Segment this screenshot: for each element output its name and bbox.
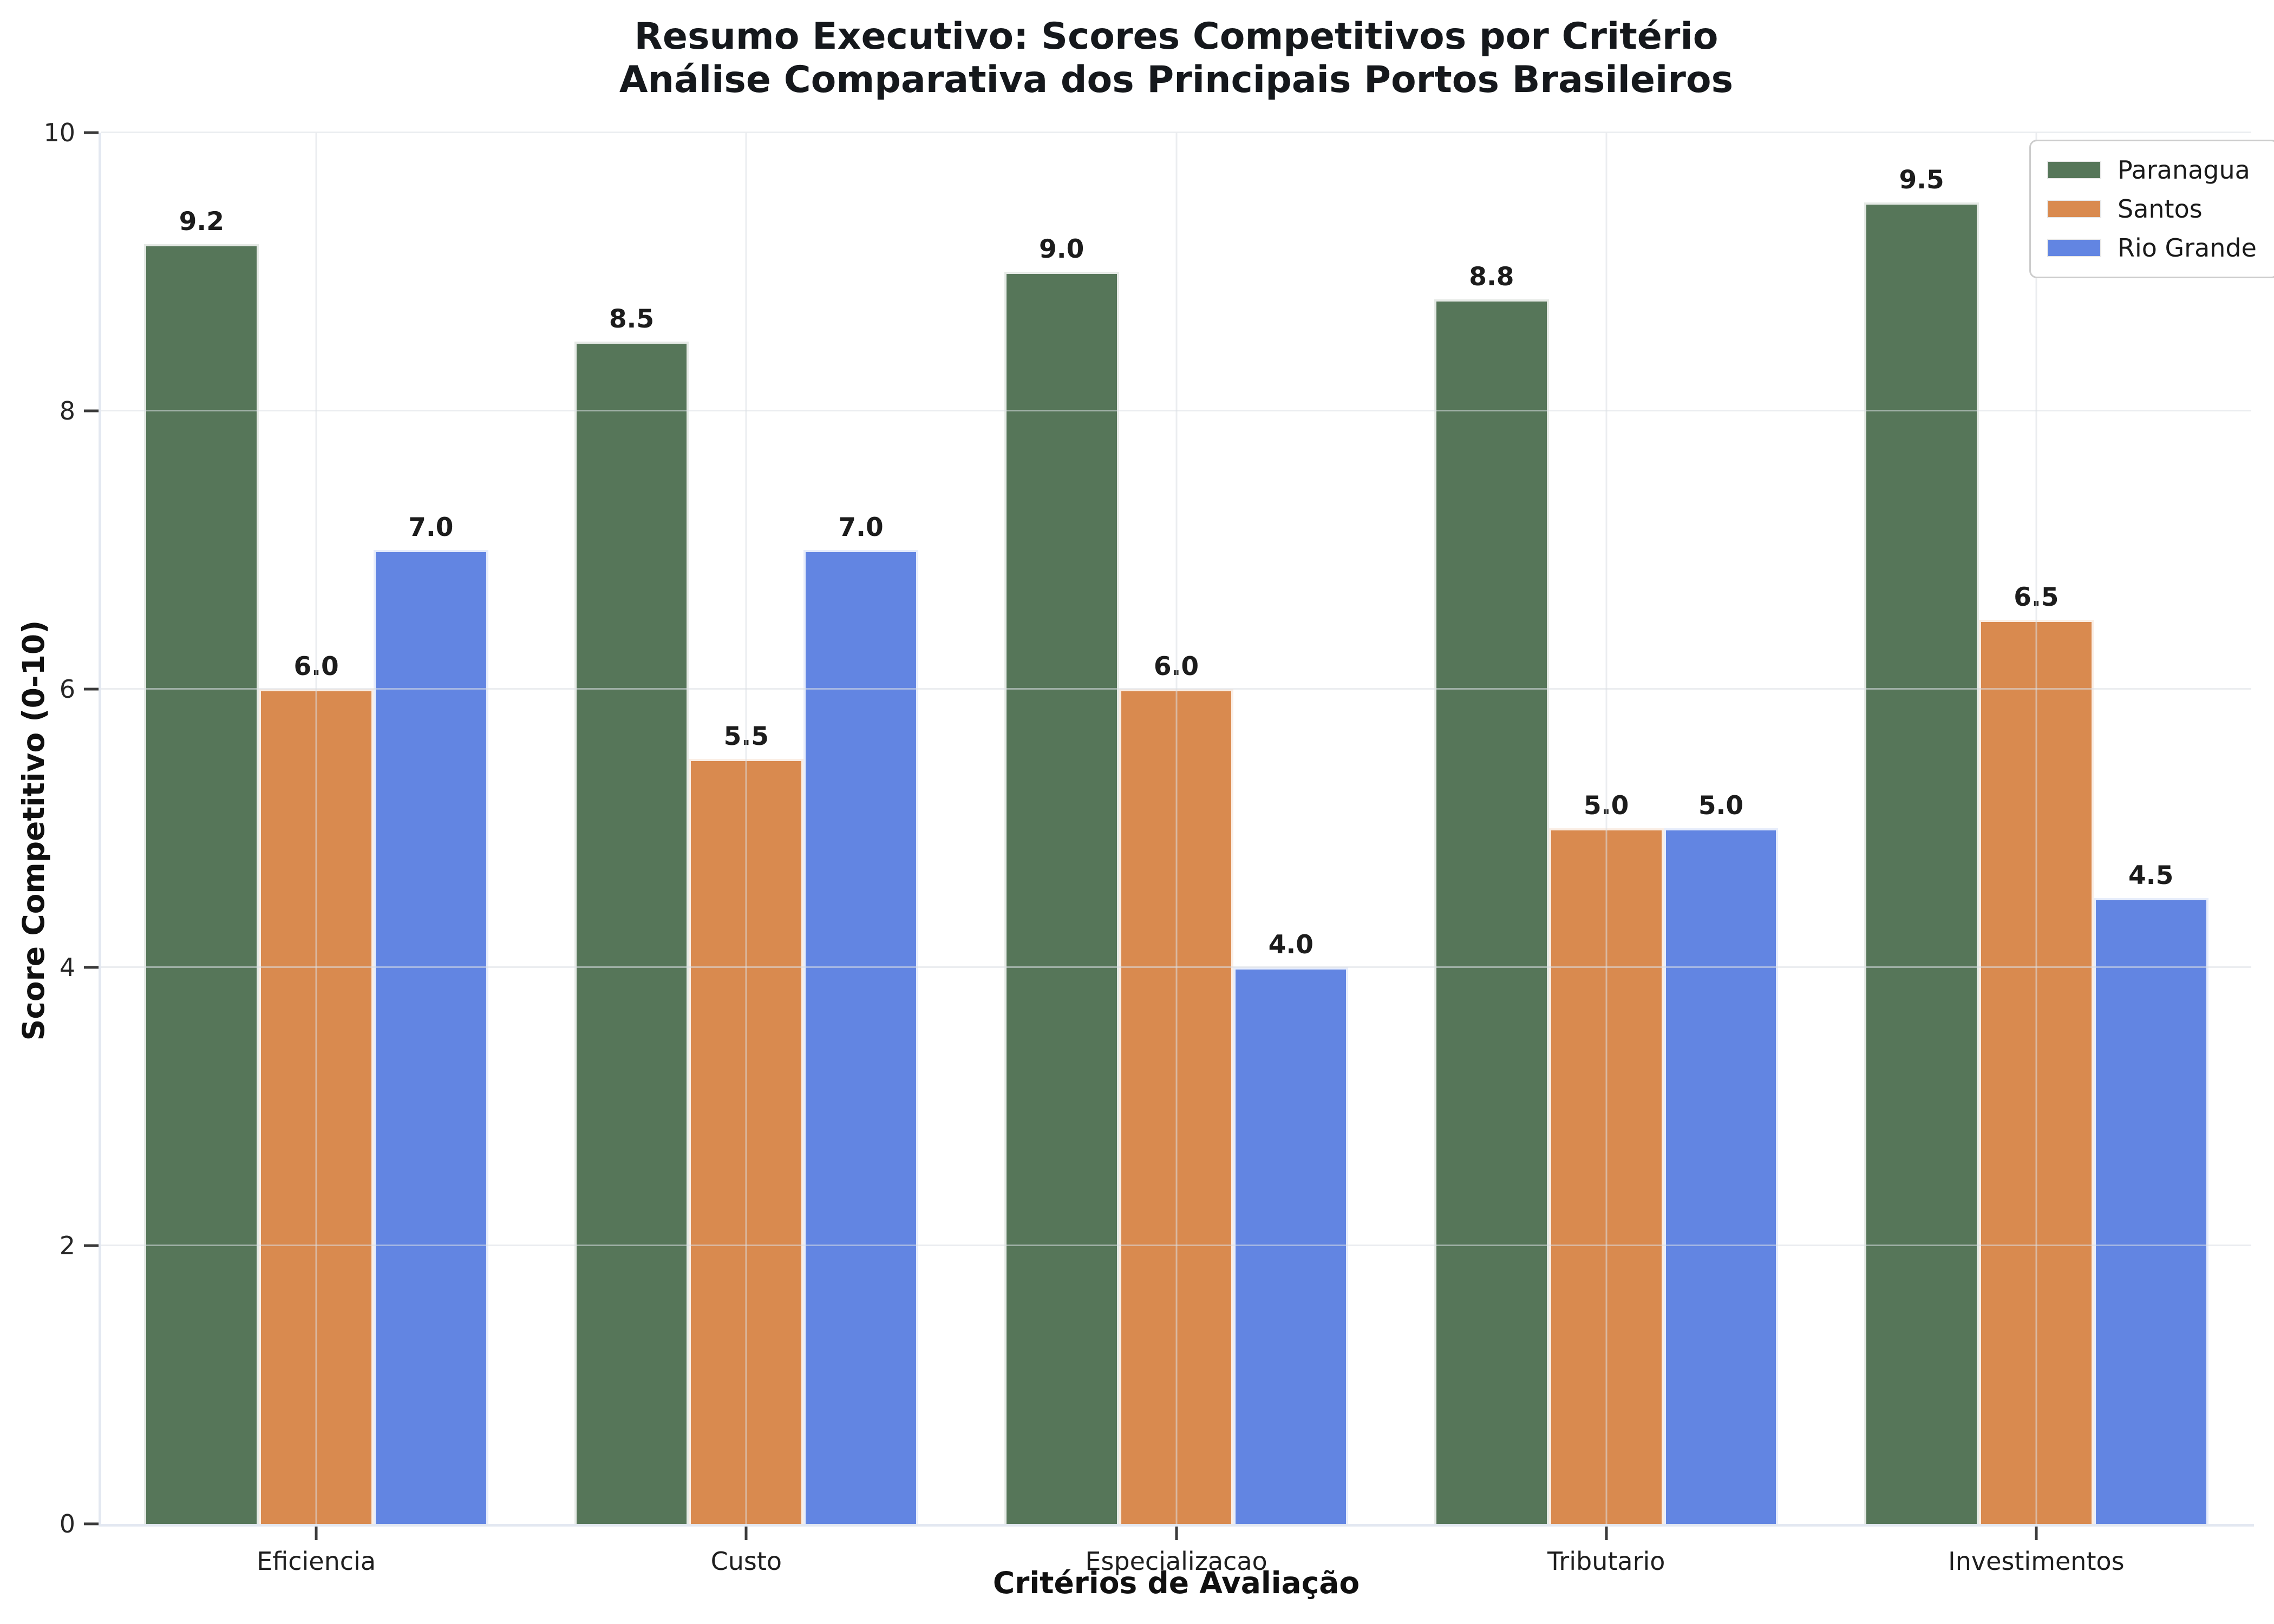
bar-value-label: 5.5: [723, 721, 769, 751]
x-tick-label: Investimentos: [1948, 1547, 2125, 1576]
bar-value-label: 9.0: [1039, 234, 1084, 264]
bar-paranagua: 9.5: [1864, 165, 1979, 1524]
bar-value-label: 6.0: [1153, 652, 1199, 682]
x-tick-mark: [1175, 1527, 1178, 1540]
y-tick-label: 10: [43, 118, 75, 147]
y-tick-label: 0: [59, 1509, 75, 1538]
bar-value-label: 6.0: [293, 652, 339, 682]
x-axis-spine: [99, 1524, 2254, 1527]
bar-group: 9.5 6.5 4.5: [1821, 133, 2251, 1524]
y-axis-spine: [99, 133, 101, 1524]
bar-rio-grande: 5.0: [1663, 791, 1779, 1524]
y-tick-label: 2: [59, 1231, 75, 1260]
x-tick-label: Eficiencia: [257, 1547, 376, 1576]
legend-swatch: [2047, 239, 2101, 257]
bar-santos: 6.5: [1978, 582, 2094, 1524]
bar-value-label: 4.0: [1268, 930, 1314, 960]
x-tick-label: Tributario: [1547, 1547, 1665, 1576]
chart-title: Resumo Executivo: Scores Competitivos po…: [101, 15, 2251, 102]
legend-item-rio-grande: Rio Grande: [2047, 233, 2257, 263]
bar-value-label: 7.0: [838, 513, 884, 542]
bar-value-label: 5.0: [1698, 791, 1744, 821]
x-tick-mark: [1605, 1527, 1608, 1540]
bar-paranagua: 8.8: [1434, 262, 1549, 1524]
bar-rio-grande: 4.0: [1233, 930, 1349, 1524]
plot-area: 0 2 4 6 8 10 9.2 6.0 7.0 Eficiencia 8.5 5.5 7.0 Custo…: [43, 118, 2254, 1576]
bar-value-label: 7.0: [408, 513, 454, 542]
x-axis-title: Critérios de Avaliação: [992, 1566, 1360, 1600]
bar-value-label: 8.8: [1469, 262, 1514, 292]
y-tick-mark: [84, 1244, 99, 1247]
bar-value-label: 6.5: [2014, 582, 2059, 612]
x-tick-mark: [2035, 1527, 2038, 1540]
bar-santos: 5.0: [1548, 791, 1664, 1524]
legend-label: Rio Grande: [2118, 233, 2257, 263]
bar-group: 8.5 5.5 7.0: [531, 133, 961, 1524]
legend: Paranagua Santos Rio Grande: [2029, 140, 2274, 278]
bar-value-label: 9.2: [179, 206, 224, 237]
bar-paranagua: 9.2: [144, 207, 259, 1524]
y-tick-label: 4: [59, 953, 75, 982]
bar-group: 9.0 6.0 4.0: [961, 133, 1391, 1524]
y-tick-mark: [84, 966, 99, 969]
y-tick-label: 8: [59, 396, 75, 425]
bar-paranagua: 9.0: [1004, 234, 1119, 1524]
legend-item-santos: Santos: [2047, 194, 2257, 224]
bar-paranagua: 8.5: [574, 304, 689, 1524]
legend-swatch: [2047, 161, 2101, 179]
x-tick-mark: [744, 1527, 748, 1540]
bar-rio-grande: 4.5: [2093, 861, 2208, 1524]
legend-label: Santos: [2118, 194, 2203, 224]
x-tick-label: Especializacao: [1085, 1547, 1267, 1576]
legend-label: Paranagua: [2118, 155, 2250, 185]
y-tick-mark: [84, 1522, 99, 1525]
bar-santos: 5.5: [689, 722, 804, 1524]
y-tick-mark: [84, 687, 99, 691]
bar-group: 9.2 6.0 7.0: [101, 133, 531, 1524]
bar-value-label: 9.5: [1899, 165, 1944, 195]
bar-rio-grande: 7.0: [803, 513, 918, 1524]
x-tick-mark: [315, 1527, 318, 1540]
bar-value-label: 8.5: [609, 304, 655, 334]
legend-item-paranagua: Paranagua: [2047, 155, 2257, 185]
legend-swatch: [2047, 200, 2101, 218]
y-tick-mark: [84, 131, 99, 134]
bar-santos: 6.0: [259, 652, 374, 1524]
bar-santos: 6.0: [1119, 652, 1234, 1524]
y-tick-mark: [84, 409, 99, 412]
bar-value-label: 4.5: [2128, 860, 2174, 890]
bar-rio-grande: 7.0: [373, 513, 488, 1524]
y-tick-label: 6: [59, 675, 75, 704]
y-axis-title: Score Competitivo (0-10): [16, 620, 51, 1041]
bar-value-label: 5.0: [1584, 791, 1629, 821]
chart-title-line1: Resumo Executivo: Scores Competitivos po…: [634, 15, 1718, 58]
chart-title-line2: Análise Comparativa dos Principais Porto…: [619, 58, 1734, 102]
bar-group: 8.8 5.0 5.0: [1391, 133, 1821, 1524]
x-tick-label: Custo: [710, 1547, 782, 1576]
